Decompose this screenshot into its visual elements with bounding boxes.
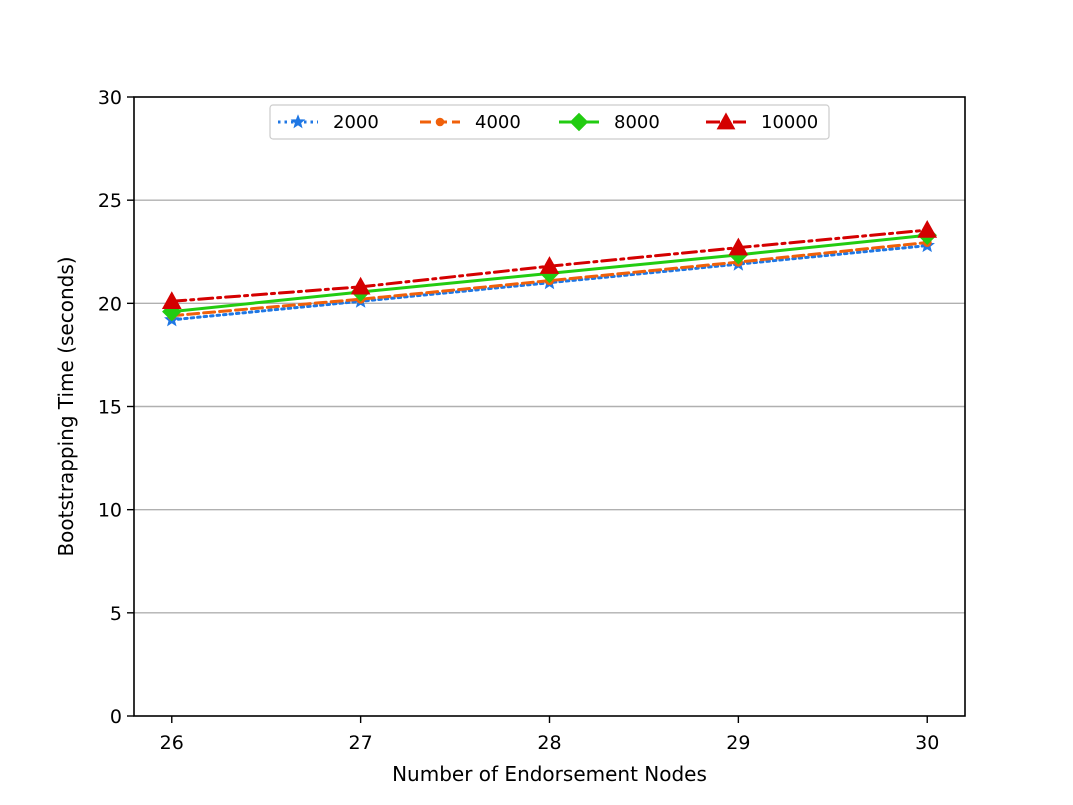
x-axis-label: Number of Endorsement Nodes bbox=[392, 762, 707, 786]
legend-item: 10000 bbox=[706, 112, 818, 133]
y-tick-label: 30 bbox=[98, 87, 122, 109]
legend-item: 4000 bbox=[420, 112, 521, 133]
legend: 2000 4000 8000 10000 bbox=[269, 104, 830, 140]
x-tick-label: 30 bbox=[915, 732, 939, 754]
series-layer bbox=[161, 220, 938, 327]
legend-label: 10000 bbox=[761, 112, 818, 133]
y-tick-label: 5 bbox=[110, 603, 122, 625]
y-tick-label: 20 bbox=[98, 293, 122, 315]
legend-item: 2000 bbox=[278, 112, 379, 133]
data-point bbox=[917, 220, 938, 238]
y-axis-label: Bootstrapping Time (seconds) bbox=[54, 256, 78, 556]
legend-item: 8000 bbox=[559, 112, 660, 133]
legend-label: 2000 bbox=[333, 112, 379, 133]
data-point bbox=[290, 114, 306, 129]
y-tick-label: 15 bbox=[98, 397, 122, 419]
data-point bbox=[728, 237, 749, 256]
series-10000 bbox=[161, 220, 938, 309]
legend-label: 4000 bbox=[475, 112, 521, 133]
x-tick-label: 27 bbox=[349, 732, 373, 754]
y-axis-ticks: 0 5 10 15 20 25 30 bbox=[98, 87, 134, 728]
y-tick-label: 25 bbox=[98, 190, 122, 212]
legend-label: 8000 bbox=[614, 112, 660, 133]
legend-box bbox=[269, 104, 830, 140]
data-point bbox=[716, 112, 736, 130]
x-axis-ticks: 26 27 28 29 30 bbox=[160, 716, 939, 754]
grid-lines bbox=[134, 199, 965, 614]
y-tick-label: 10 bbox=[98, 500, 122, 522]
data-point bbox=[350, 276, 371, 295]
data-point bbox=[569, 112, 589, 132]
x-tick-label: 29 bbox=[726, 732, 750, 754]
data-point bbox=[539, 256, 560, 274]
data-point bbox=[161, 291, 182, 309]
y-tick-label: 0 bbox=[110, 706, 122, 728]
x-tick-label: 28 bbox=[537, 732, 561, 754]
data-point bbox=[435, 117, 445, 127]
x-tick-label: 26 bbox=[160, 732, 184, 754]
